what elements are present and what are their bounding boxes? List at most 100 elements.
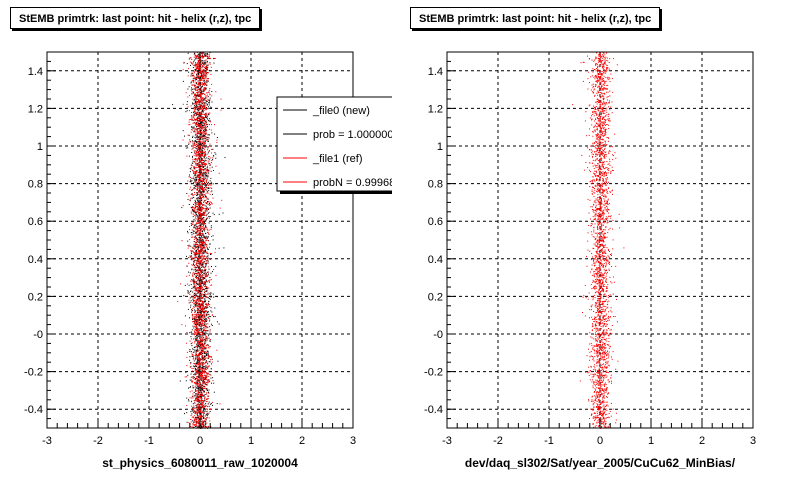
data-point (196, 73, 198, 75)
data-point (212, 183, 214, 185)
data-point (197, 323, 199, 325)
data-point (192, 273, 193, 275)
data-point (208, 128, 210, 130)
data-point (186, 356, 188, 358)
data-point (195, 105, 197, 107)
data-point (201, 360, 203, 362)
data-point (196, 189, 198, 191)
data-point (208, 373, 209, 375)
data-point (201, 320, 203, 322)
data-point (205, 181, 207, 183)
data-point (213, 269, 215, 271)
data-point (186, 193, 188, 194)
data-point (202, 57, 204, 58)
data-point (189, 168, 191, 169)
data-point (198, 299, 200, 301)
data-point (196, 206, 198, 208)
data-point (200, 318, 202, 320)
data-point (213, 391, 215, 393)
data-point (191, 87, 192, 89)
data-point (195, 277, 197, 278)
data-point (200, 368, 202, 370)
data-point (211, 152, 213, 154)
data-point (196, 226, 198, 228)
data-point (203, 87, 205, 89)
data-point (193, 116, 195, 118)
data-point (197, 202, 199, 203)
data-point (195, 66, 197, 68)
data-point (205, 130, 207, 132)
data-point (204, 113, 206, 115)
data-point (195, 90, 197, 91)
data-point (202, 153, 204, 155)
data-point (208, 356, 210, 358)
data-point (201, 343, 203, 345)
data-point (198, 136, 200, 138)
data-point (200, 331, 202, 333)
data-point (191, 119, 193, 121)
data-point (207, 198, 209, 200)
data-point (198, 115, 199, 117)
data-point (198, 109, 200, 111)
data-point (205, 73, 207, 75)
data-point (194, 286, 196, 288)
data-point (195, 56, 197, 58)
data-point (193, 338, 195, 340)
data-point (193, 247, 195, 249)
data-point (190, 245, 192, 247)
data-point (193, 410, 195, 412)
data-point (199, 319, 201, 321)
data-point (196, 349, 198, 351)
data-point (200, 363, 202, 365)
data-point (194, 94, 196, 96)
data-point (201, 393, 203, 395)
data-point (191, 115, 193, 117)
data-point (198, 275, 200, 277)
data-point (201, 128, 203, 130)
data-point (203, 269, 205, 271)
data-point (205, 100, 207, 102)
data-point (187, 245, 189, 246)
data-point (201, 113, 203, 115)
data-point (196, 396, 198, 398)
data-point (189, 359, 191, 361)
data-point (204, 318, 206, 320)
data-point (208, 347, 210, 349)
data-point (199, 137, 201, 139)
data-point (201, 188, 203, 190)
data-point (204, 98, 206, 100)
data-point (203, 312, 205, 314)
data-point (196, 417, 198, 419)
data-point (200, 237, 202, 239)
data-point (210, 408, 211, 410)
data-point (200, 52, 202, 54)
data-point (195, 150, 197, 152)
data-point (193, 426, 195, 428)
data-point (194, 411, 196, 413)
data-point (200, 148, 202, 150)
data-point (195, 119, 197, 121)
data-point (195, 167, 197, 169)
data-point (205, 345, 207, 346)
data-point (201, 203, 203, 205)
data-point (207, 137, 209, 138)
data-point (199, 237, 201, 239)
data-point (198, 241, 200, 243)
data-point (191, 380, 193, 382)
data-point (198, 365, 200, 367)
data-point (203, 109, 204, 111)
data-point (196, 166, 198, 168)
data-point (200, 82, 202, 84)
data-point (211, 363, 212, 365)
data-point (196, 404, 198, 406)
data-point (201, 127, 203, 129)
data-point (193, 407, 195, 409)
data-point (196, 383, 198, 385)
data-point (198, 251, 200, 253)
data-point (204, 153, 206, 155)
data-point (201, 214, 203, 216)
data-point (200, 215, 202, 217)
data-point (196, 136, 198, 138)
data-point (202, 248, 204, 250)
data-point (204, 93, 205, 95)
